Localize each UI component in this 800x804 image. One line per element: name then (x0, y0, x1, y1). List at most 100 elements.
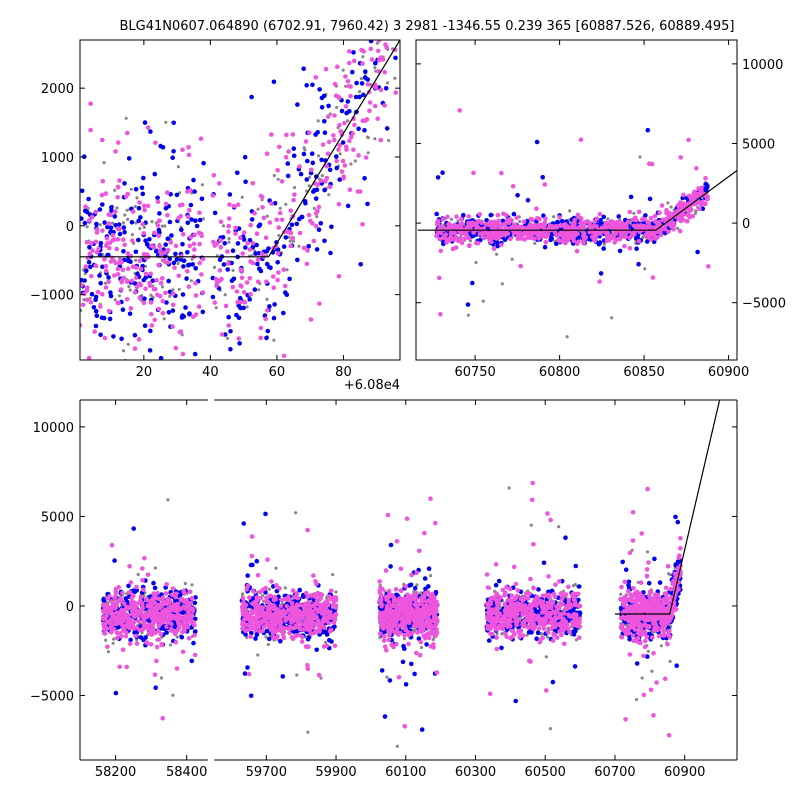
season-last-point (572, 222, 577, 227)
zoom-recent-point (148, 272, 153, 277)
zoom-recent-point (376, 49, 381, 54)
zoom-recent-point (251, 261, 256, 266)
season-last-point (706, 264, 711, 269)
season-last-point (603, 243, 606, 246)
zoom-recent-point (201, 183, 204, 186)
all-seasons-point (549, 727, 552, 730)
zoom-recent-point (392, 14, 397, 19)
zoom-recent-point (226, 229, 231, 234)
zoom-recent-point (125, 117, 128, 120)
zoom-recent-point (125, 280, 130, 285)
all-seasons-point (180, 630, 185, 635)
zoom-recent-point (289, 240, 292, 243)
zoom-recent-point (309, 168, 314, 173)
all-seasons-point (169, 622, 174, 627)
zoom-recent-point (241, 306, 246, 311)
season-last-point (637, 239, 642, 244)
zoom-recent-point (246, 305, 249, 308)
zoom-recent-point (301, 66, 306, 71)
all-seasons-point (142, 556, 147, 561)
zoom-recent-point (238, 235, 243, 240)
season-last-point (462, 237, 467, 242)
zoom-recent-point (193, 266, 198, 271)
season-last-point (688, 207, 693, 212)
season-last-point (628, 210, 633, 215)
all-seasons-point (508, 486, 511, 489)
zoom-recent-point (89, 274, 94, 279)
season-last-point (557, 215, 562, 220)
zoom-recent-point (361, 93, 366, 98)
zoom-recent-point (152, 231, 157, 236)
zoom-recent-point (166, 279, 171, 284)
zoom-recent-point (268, 220, 273, 225)
zoom-recent-point (141, 176, 146, 181)
zoom-recent-point (333, 82, 338, 87)
zoom-recent-point (338, 143, 343, 148)
zoom-recent-point (142, 204, 147, 209)
all-seasons-point (155, 645, 160, 650)
all-seasons-point (193, 653, 198, 658)
season-last-point (614, 220, 619, 225)
season-last-point (649, 237, 654, 242)
zoom-recent-point (116, 267, 121, 272)
zoom-recent-point (154, 278, 159, 283)
zoom-recent-point (197, 261, 202, 266)
x-tick-label: 58400 (166, 765, 207, 780)
zoom-recent-point (118, 257, 123, 262)
x-tick-label: 60 (269, 365, 286, 380)
zoom-recent-point (197, 211, 202, 216)
season-last-point (456, 219, 459, 222)
zoom-recent-point (161, 285, 164, 288)
all-seasons-point (131, 607, 136, 612)
zoom-recent-point (177, 262, 180, 265)
zoom-recent-point (392, 3, 397, 8)
season-last-point (480, 227, 485, 232)
all-seasons-point (101, 608, 106, 613)
zoom-recent-point (305, 177, 310, 182)
zoom-recent-point (367, 136, 370, 139)
all-seasons-point (147, 626, 152, 631)
zoom-recent-point (113, 189, 116, 192)
zoom-recent-point (332, 138, 337, 143)
season-last-point (678, 155, 683, 160)
zoom-recent-point (122, 243, 127, 248)
season-last-point (681, 193, 686, 198)
zoom-recent-point (111, 233, 116, 238)
zoom-recent-point (362, 128, 367, 133)
season-last-point (681, 212, 686, 217)
zoom-recent-point (159, 254, 164, 259)
all-seasons-point (135, 641, 140, 646)
zoom-recent-point (99, 241, 104, 246)
zoom-recent-point (251, 181, 256, 186)
all-seasons-point (153, 586, 158, 591)
zoom-recent-point (379, 88, 384, 93)
all-seasons-point (134, 625, 139, 630)
all-seasons-point (112, 638, 115, 641)
season-last-point (515, 231, 520, 236)
zoom-recent-point (187, 284, 192, 289)
zoom-recent-point (187, 208, 192, 213)
zoom-recent-point (317, 301, 322, 306)
zoom-recent-point (171, 149, 176, 154)
all-seasons-point (101, 616, 106, 621)
zoom-recent-point (243, 245, 248, 250)
zoom-recent-point (226, 261, 231, 266)
all-seasons-point (137, 601, 142, 606)
zoom-recent-point (195, 224, 200, 229)
season-last-point (648, 197, 653, 202)
all-seasons-point (154, 659, 159, 664)
x-tick-label: 58200 (95, 765, 136, 780)
all-seasons-point (104, 639, 107, 642)
zoom-recent-point (320, 105, 325, 110)
all-seasons-point (334, 590, 337, 593)
zoom-recent-point (346, 79, 351, 84)
zoom-recent-point (256, 257, 261, 262)
all-seasons-point (572, 584, 575, 587)
zoom-recent-point (386, 81, 389, 84)
zoom-recent-point (228, 347, 233, 352)
zoom-recent-point (289, 244, 294, 249)
all-seasons-point (182, 624, 187, 629)
season-last-point (477, 212, 482, 217)
season-last-point (552, 215, 555, 218)
zoom-recent-point (393, 77, 396, 80)
